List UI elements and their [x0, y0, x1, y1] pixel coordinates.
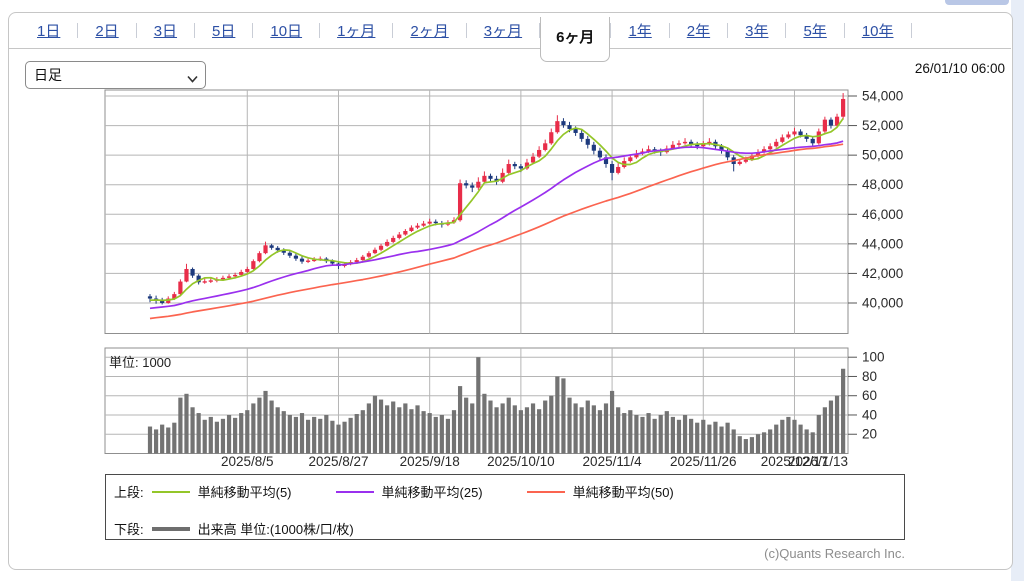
legend-lower-label: 下段: — [114, 522, 144, 537]
tab-9[interactable]: 6ヶ月 — [540, 16, 611, 62]
top-cropped-element — [945, 0, 1009, 5]
sma25-line-swatch — [335, 490, 374, 493]
legend-upper-row: 上段: 単純移動平均(5) 単純移動平均(25) 単純移動平均(50) — [114, 482, 904, 501]
sma5-line-swatch — [151, 490, 190, 493]
gridlines — [104, 89, 857, 454]
tab-1[interactable]: 1日 — [37, 22, 61, 40]
sma50-line-swatch — [526, 490, 565, 493]
volume-bar-swatch — [151, 526, 190, 531]
tab-12[interactable]: 3年 — [745, 22, 769, 40]
svg-text:2025/8/27: 2025/8/27 — [308, 454, 368, 469]
volume-unit-label: 単位: 1000 — [109, 355, 172, 370]
tab-separator — [465, 22, 467, 38]
tab-7[interactable]: 2ヶ月 — [410, 22, 449, 40]
svg-text:2025/12/17: 2025/12/17 — [761, 454, 829, 469]
svg-text:20: 20 — [862, 427, 877, 442]
copyright-label: (c)Quants Research Inc. — [764, 546, 905, 561]
sma50-label: 単純移動平均(50) — [572, 485, 674, 500]
legend-lower-row: 下段: 出来高 単位:(1000株/口/枚) — [114, 519, 904, 538]
tab-10[interactable]: 1年 — [628, 22, 652, 40]
svg-text:48,000: 48,000 — [862, 177, 903, 192]
tab-14[interactable]: 10年 — [861, 22, 894, 40]
chart-type-select-wrap: 日足 — [25, 61, 206, 89]
svg-text:40: 40 — [862, 407, 877, 422]
tab-separator — [843, 22, 845, 38]
tab-separator — [392, 22, 394, 38]
tab-separator — [910, 22, 912, 38]
tab-separator — [252, 22, 254, 38]
tab-5[interactable]: 10日 — [270, 22, 303, 40]
tab-8[interactable]: 3ヶ月 — [483, 22, 523, 40]
sma25-line — [149, 140, 844, 310]
tab-6[interactable]: 1ヶ月 — [337, 22, 376, 40]
svg-text:2025/9/18: 2025/9/18 — [400, 454, 460, 469]
sma50-line — [149, 143, 844, 320]
tab-separator — [539, 22, 541, 38]
tab-separator — [727, 22, 729, 38]
svg-text:2026/1/13: 2026/1/13 — [788, 454, 848, 469]
tab-separator — [610, 22, 612, 38]
chart-legend: 上段: 単純移動平均(5) 単純移動平均(25) 単純移動平均(50) 下段: … — [105, 474, 905, 540]
svg-text:44,000: 44,000 — [862, 236, 903, 251]
svg-text:54,000: 54,000 — [862, 89, 903, 104]
candlesticks — [147, 93, 846, 305]
svg-text:52,000: 52,000 — [862, 118, 903, 133]
tab-2[interactable]: 2日 — [95, 22, 119, 40]
last-update-timestamp: 26/01/10 06:00 — [914, 61, 1005, 76]
svg-text:80: 80 — [862, 369, 877, 384]
tab-separator — [194, 22, 196, 38]
svg-text:2025/11/4: 2025/11/4 — [583, 454, 643, 469]
chart-type-select[interactable]: 日足 — [25, 61, 206, 89]
svg-text:50,000: 50,000 — [862, 148, 903, 163]
tab-4[interactable]: 5日 — [212, 22, 236, 40]
timeframe-tabbar: 1日 2日 3日 5日 10日 1ヶ月 2ヶ月 3ヶ月 6ヶ月 1年 2年 3年 5年 10年 — [8, 12, 1011, 62]
tab-separator — [319, 22, 321, 38]
axis-labels: 54,000 52,000 50,000 48,000 46,000 44,000 42,0… — [221, 89, 903, 470]
svg-text:100: 100 — [862, 350, 885, 365]
svg-text:2025/8/5: 2025/8/5 — [221, 454, 274, 469]
svg-text:2025/10/10: 2025/10/10 — [487, 454, 555, 469]
volume-label: 出来高 単位:(1000株/口/枚) — [197, 522, 354, 537]
tab-separator — [668, 22, 670, 38]
svg-text:60: 60 — [862, 388, 877, 403]
svg-text:42,000: 42,000 — [862, 266, 903, 281]
svg-text:40,000: 40,000 — [862, 295, 903, 310]
legend-upper-label: 上段: — [114, 485, 144, 500]
tab-separator — [785, 22, 787, 38]
tab-separator — [77, 22, 79, 38]
tab-11[interactable]: 2年 — [686, 22, 711, 40]
page-background-strip — [1011, 0, 1024, 581]
tab-separator — [135, 22, 137, 38]
svg-text:46,000: 46,000 — [862, 207, 903, 222]
sma5-line — [149, 118, 844, 302]
sma5-label: 単純移動平均(5) — [197, 485, 292, 500]
tab-13[interactable]: 5年 — [803, 22, 827, 40]
volume-bars — [147, 357, 846, 454]
sma25-label: 単純移動平均(25) — [381, 485, 483, 500]
svg-text:2025/11/26: 2025/11/26 — [670, 454, 737, 469]
tab-3[interactable]: 3日 — [153, 22, 178, 40]
